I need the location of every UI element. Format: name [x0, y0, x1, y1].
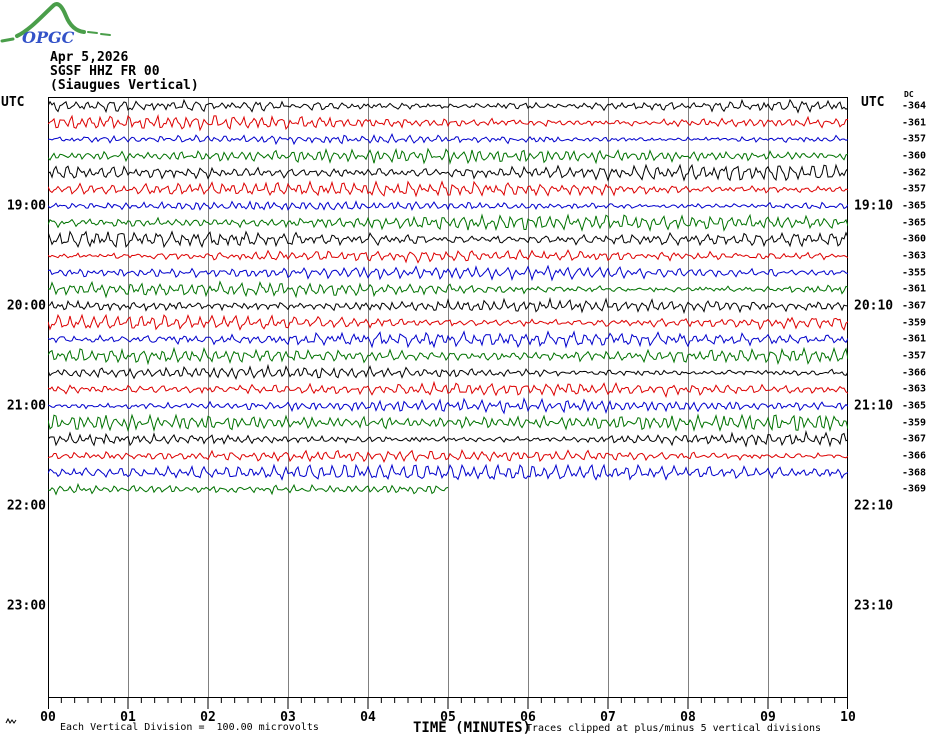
seismo-trace-1940	[48, 264, 848, 282]
seismo-trace-2000	[48, 296, 848, 315]
dc-value: -368	[902, 467, 927, 479]
dc-value: -359	[902, 417, 927, 429]
clip-note: Traces clipped at plus/minus 5 vertical …	[526, 723, 822, 734]
seismo-trace-1810	[48, 114, 848, 132]
seismogram-plot	[48, 97, 848, 709]
time-label-right: 23:10	[854, 598, 894, 614]
time-label-left: 19:00	[6, 198, 46, 214]
header-date: Apr 5,2026	[50, 50, 129, 65]
header-location: (Siaugues Vertical)	[50, 78, 199, 93]
x-tick-label: 03	[280, 710, 296, 725]
dc-value: -355	[902, 267, 927, 279]
dc-value: -364	[902, 100, 927, 112]
seismo-trace-2050	[48, 380, 848, 399]
dc-value: -359	[902, 317, 927, 329]
seismo-trace-1840	[48, 163, 848, 182]
seismo-trace-2140	[48, 463, 848, 481]
dc-value: -357	[902, 350, 927, 362]
time-label-right: 22:10	[854, 498, 894, 514]
x-tick-label: 04	[360, 710, 376, 725]
x-tick-label: 08	[680, 710, 696, 725]
utc-label-left: UTC	[1, 95, 25, 110]
seismo-trace-1930	[48, 248, 848, 264]
volcano-curve-icon: OPGC	[0, 2, 111, 47]
dc-value: -357	[902, 183, 927, 195]
x-tick-label: 07	[600, 710, 616, 725]
opgc-logo-text: OPGC	[22, 28, 75, 47]
dc-value: -365	[902, 217, 927, 229]
x-tick-label: 06	[520, 710, 536, 725]
dc-value: -360	[902, 150, 927, 162]
x-tick-label: 05	[440, 710, 456, 725]
time-label-left: 20:00	[6, 298, 46, 314]
seismo-trace-1900	[48, 200, 848, 211]
dc-value: -367	[902, 300, 927, 312]
time-label-left: 23:00	[6, 598, 46, 614]
seismo-trace-2040	[48, 363, 848, 380]
seismo-trace-1920	[48, 230, 848, 249]
dc-value: -363	[902, 250, 927, 262]
dc-value: -360	[902, 233, 927, 245]
x-tick-label: 09	[760, 710, 776, 725]
seismo-trace-2130	[48, 449, 848, 463]
seismo-trace-2020	[48, 330, 848, 349]
vertical-division-note: Each Vertical Division = 100.00 microvol…	[60, 722, 319, 733]
seismo-trace-2100	[48, 397, 848, 415]
dc-value: -369	[902, 483, 927, 495]
dc-value: -365	[902, 200, 927, 212]
seismo-trace-1820	[48, 133, 848, 146]
x-tick-label: 01	[120, 710, 136, 725]
header-station: SGSF HHZ FR 00	[50, 64, 160, 79]
time-label-left: 21:00	[6, 398, 46, 414]
time-label-right: 19:10	[854, 198, 894, 214]
seismo-trace-2110	[48, 413, 848, 433]
seismo-trace-1950	[48, 280, 848, 299]
time-label-right: 20:10	[854, 298, 894, 314]
seismo-trace-2010	[48, 313, 848, 331]
dc-value: -363	[902, 383, 927, 395]
dc-value: -365	[902, 400, 927, 412]
time-label-right: 21:10	[854, 398, 894, 414]
seismo-trace-2030	[48, 346, 848, 366]
dc-value: -367	[902, 433, 927, 445]
seismo-trace-2150	[48, 482, 449, 496]
dc-value: -361	[902, 333, 927, 345]
x-tick-label: 00	[40, 710, 56, 725]
seismo-trace-1800	[48, 98, 848, 114]
x-axis-title: TIME (MINUTES)	[413, 720, 532, 736]
dc-column-header: DC	[904, 90, 914, 99]
dc-value: -361	[902, 283, 927, 295]
dc-value: -357	[902, 133, 927, 145]
dc-value: -366	[902, 367, 927, 379]
x-tick-label: 02	[200, 710, 216, 725]
seismo-trace-2120	[48, 429, 848, 448]
dc-value: -366	[902, 450, 927, 462]
x-tick-label: 10	[840, 710, 856, 725]
dc-value: -361	[902, 117, 927, 129]
scale-squiggle-icon	[5, 716, 19, 726]
opgc-logo: OPGC	[0, 0, 120, 52]
time-label-left: 22:00	[6, 498, 46, 514]
seismo-trace-1910	[48, 213, 848, 232]
dc-value: -362	[902, 167, 927, 179]
seismo-trace-1850	[48, 180, 848, 198]
utc-label-right: UTC	[861, 95, 885, 110]
seismo-trace-1830	[48, 147, 848, 165]
